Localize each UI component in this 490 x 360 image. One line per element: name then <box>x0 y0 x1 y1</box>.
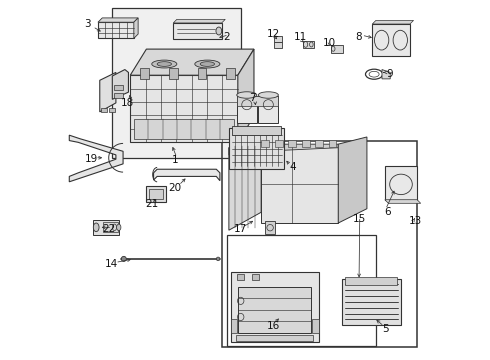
Bar <box>345 277 397 285</box>
Text: 5: 5 <box>383 324 389 334</box>
Bar <box>315 140 323 147</box>
Polygon shape <box>69 135 123 182</box>
Bar <box>232 126 281 135</box>
Bar <box>237 96 257 123</box>
Ellipse shape <box>195 60 220 68</box>
Bar <box>274 42 282 48</box>
Polygon shape <box>98 18 138 22</box>
Text: 7: 7 <box>249 93 256 103</box>
Ellipse shape <box>117 224 121 230</box>
Bar <box>147 186 166 202</box>
Polygon shape <box>382 69 390 79</box>
Polygon shape <box>134 18 138 39</box>
Text: 1: 1 <box>172 155 178 165</box>
Polygon shape <box>100 72 116 112</box>
Polygon shape <box>173 19 225 23</box>
Bar <box>134 119 234 139</box>
Text: 22: 22 <box>102 225 115 234</box>
Bar <box>288 140 296 147</box>
Text: 21: 21 <box>145 199 158 210</box>
Text: 6: 6 <box>385 207 391 217</box>
Bar <box>252 274 259 280</box>
Text: 3: 3 <box>84 19 91 29</box>
Bar <box>149 189 163 199</box>
Polygon shape <box>238 49 254 142</box>
Text: 20: 20 <box>169 183 182 193</box>
Bar <box>227 234 376 346</box>
Bar <box>265 221 275 234</box>
Polygon shape <box>112 69 128 99</box>
Polygon shape <box>229 144 338 155</box>
Text: 14: 14 <box>105 259 118 269</box>
Ellipse shape <box>216 27 221 35</box>
Bar <box>221 140 417 347</box>
Bar <box>237 96 278 107</box>
Bar <box>169 68 177 79</box>
Bar <box>112 8 242 158</box>
Polygon shape <box>372 21 414 24</box>
Bar <box>238 287 311 333</box>
Bar <box>342 279 401 325</box>
Polygon shape <box>153 169 220 181</box>
Bar <box>197 68 206 79</box>
Bar <box>274 36 282 41</box>
Bar <box>372 24 410 56</box>
Bar <box>114 85 123 90</box>
Ellipse shape <box>216 257 220 261</box>
Bar <box>262 140 270 147</box>
Polygon shape <box>261 144 338 223</box>
Text: 15: 15 <box>353 214 367 224</box>
Ellipse shape <box>93 223 99 231</box>
Bar <box>173 23 221 39</box>
Bar <box>226 68 235 79</box>
Polygon shape <box>130 49 254 75</box>
Bar <box>258 96 278 123</box>
Bar <box>101 108 107 112</box>
Text: 18: 18 <box>121 98 134 108</box>
Polygon shape <box>229 144 261 230</box>
Ellipse shape <box>200 62 215 66</box>
Ellipse shape <box>258 92 278 98</box>
Polygon shape <box>338 137 367 223</box>
Text: 8: 8 <box>356 32 362 41</box>
Text: 13: 13 <box>409 216 422 226</box>
Bar <box>236 334 313 341</box>
Ellipse shape <box>157 62 171 66</box>
Bar <box>229 128 285 169</box>
Bar <box>237 274 245 280</box>
Polygon shape <box>385 200 421 203</box>
Bar <box>303 41 314 48</box>
Ellipse shape <box>152 60 177 68</box>
Text: 10: 10 <box>323 38 336 48</box>
Bar <box>302 140 310 147</box>
Bar <box>231 319 237 333</box>
Text: 9: 9 <box>386 69 393 79</box>
Text: 12: 12 <box>267 29 280 39</box>
Text: 16: 16 <box>267 321 280 331</box>
Text: 19: 19 <box>85 154 98 164</box>
Bar <box>329 140 337 147</box>
Bar <box>385 166 417 200</box>
Bar <box>140 68 149 79</box>
Text: 2: 2 <box>223 32 230 41</box>
Ellipse shape <box>237 92 257 98</box>
Bar <box>331 45 343 53</box>
Bar <box>312 319 318 333</box>
Bar <box>114 93 123 98</box>
Bar <box>109 108 115 112</box>
Ellipse shape <box>122 256 126 261</box>
Text: 11: 11 <box>294 32 307 42</box>
Text: 4: 4 <box>290 162 296 172</box>
Polygon shape <box>130 75 238 142</box>
Text: 17: 17 <box>234 225 247 234</box>
Bar <box>103 222 118 232</box>
Bar <box>98 22 134 39</box>
Bar <box>275 140 283 147</box>
Bar <box>93 220 120 234</box>
Bar <box>231 272 318 342</box>
